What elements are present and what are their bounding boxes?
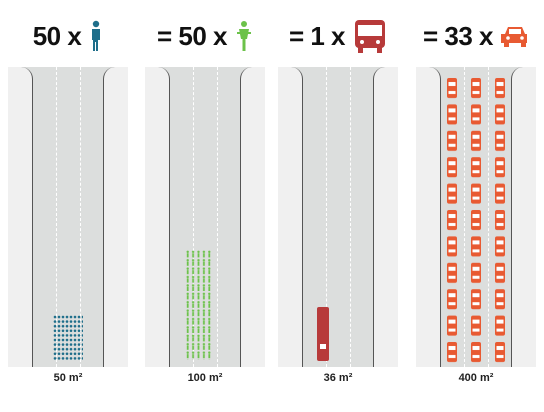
area-caption: 400 m² [458, 372, 494, 384]
sidewalk-right [240, 67, 265, 367]
sidewalk-left [145, 67, 170, 367]
road [278, 67, 398, 367]
bus-icon [353, 18, 387, 54]
panel-header-label: = 33 x [422, 20, 494, 51]
panel-header: = 50 x [145, 12, 265, 60]
sidewalk-right [373, 67, 398, 367]
panel-bicycles: = 50 x 100 m² [145, 0, 265, 412]
area-caption: 100 m² [187, 372, 223, 384]
sidewalk-left [416, 67, 441, 367]
road [8, 67, 128, 367]
panel-header-label: 50 x [32, 20, 82, 51]
panel-header: = 1 x [278, 12, 398, 60]
lane-divider [56, 67, 57, 367]
lane-divider [193, 67, 194, 367]
panel-bus: = 1 x 36 m² [278, 0, 398, 412]
lane-divider [80, 67, 81, 367]
pedestrian-crowd [53, 315, 83, 361]
panel-header: = 33 x [416, 12, 536, 60]
panel-header-label: = 50 x [156, 20, 228, 51]
panel-pedestrians: 50 x 50 m² [8, 0, 128, 412]
bicycle-icon [235, 20, 253, 52]
lane-divider [350, 67, 351, 367]
panel-cars: = 33 x 40 [416, 0, 536, 412]
road [145, 67, 265, 367]
sidewalk-right [511, 67, 536, 367]
sidewalk-left [278, 67, 303, 367]
panel-header: 50 x [8, 12, 128, 60]
lane-divider [217, 67, 218, 367]
sidewalk-left [8, 67, 33, 367]
pedestrian-icon [89, 20, 103, 52]
bicycle-group [185, 250, 212, 360]
car-icon [501, 24, 529, 48]
sidewalk-right [103, 67, 128, 367]
road [416, 67, 536, 367]
area-caption: 36 m² [323, 372, 353, 384]
lane-divider [326, 67, 327, 367]
panel-header-label: = 1 x [288, 20, 346, 51]
area-caption: 50 m² [53, 372, 83, 384]
bus-vehicle [317, 307, 329, 361]
car-fleet [440, 76, 512, 367]
